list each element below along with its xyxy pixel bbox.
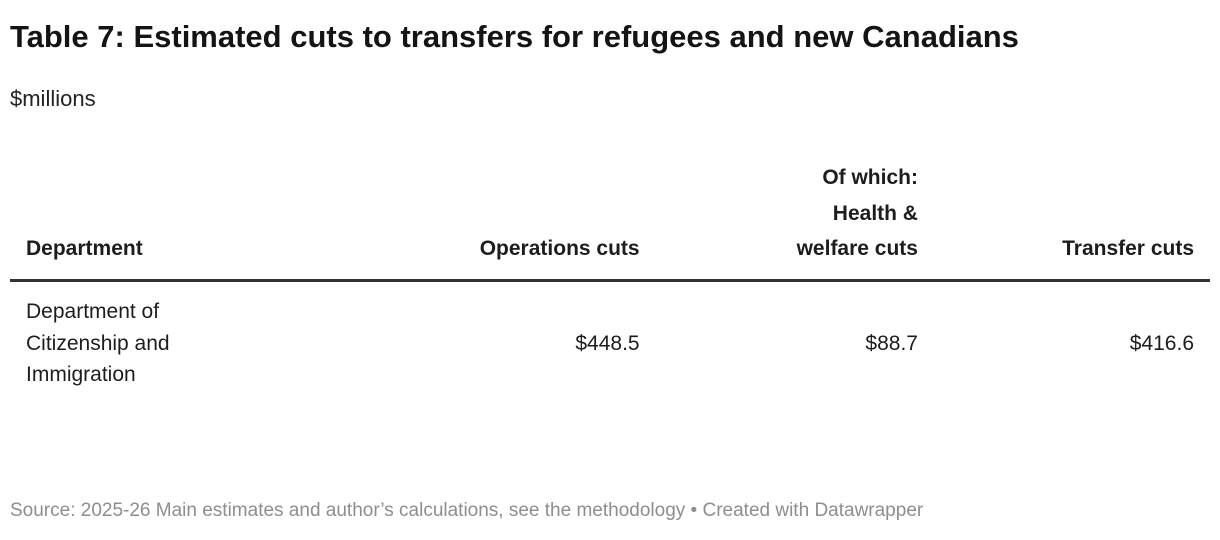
source-text: Source: 2025-26 Main estimates and autho…: [10, 500, 577, 522]
chart-title: Table 7: Estimated cuts to transfers for…: [10, 19, 1019, 54]
table-row: Department of Citizenship and Immigratio…: [10, 281, 1210, 405]
datawrapper-link[interactable]: Datawrapper: [814, 500, 924, 522]
footer-separator: •: [685, 500, 703, 522]
column-header-department: Department: [26, 236, 143, 260]
table-body: Department of Citizenship and Immigratio…: [10, 281, 1210, 405]
cell-transfer-cuts: $416.6: [1129, 331, 1194, 355]
column-header-transfer-cuts: Transfer cuts: [1062, 236, 1194, 260]
cell-health-welfare-cuts: $88.7: [865, 331, 918, 355]
table-header-row: Department Operations cuts Of which: Hea…: [10, 160, 1210, 281]
column-header-operations-cuts: Operations cuts: [479, 236, 640, 260]
created-with-text: Created with: [702, 500, 815, 522]
data-table: Department Operations cuts Of which: Hea…: [10, 160, 1210, 404]
chart-footer: Source: 2025-26 Main estimates and autho…: [10, 498, 1210, 524]
table-header: Department Operations cuts Of which: Hea…: [10, 160, 1210, 281]
column-header-health-welfare-cuts: Of which: Health & welfare cuts: [796, 166, 918, 260]
cell-operations-cuts: $448.5: [575, 331, 640, 355]
chart-subtitle: $millions: [10, 85, 96, 111]
methodology-link[interactable]: methodology: [576, 500, 686, 522]
cell-department: Department of Citizenship and Immigratio…: [26, 300, 170, 387]
